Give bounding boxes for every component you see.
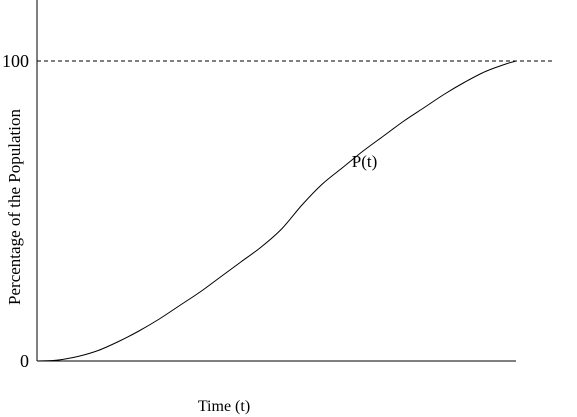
y-axis-label: Percentage of the Population: [5, 109, 24, 305]
series-line-p-t: [36, 60, 517, 362]
y-tick-label-0: 0: [20, 351, 29, 371]
curve-annotation: P(t): [352, 152, 378, 171]
x-axis-label: Time (t): [198, 398, 250, 415]
axes: [36, 0, 516, 362]
y-tick-label-100: 100: [2, 51, 29, 71]
y-tick-labels: 0 100: [2, 51, 29, 371]
